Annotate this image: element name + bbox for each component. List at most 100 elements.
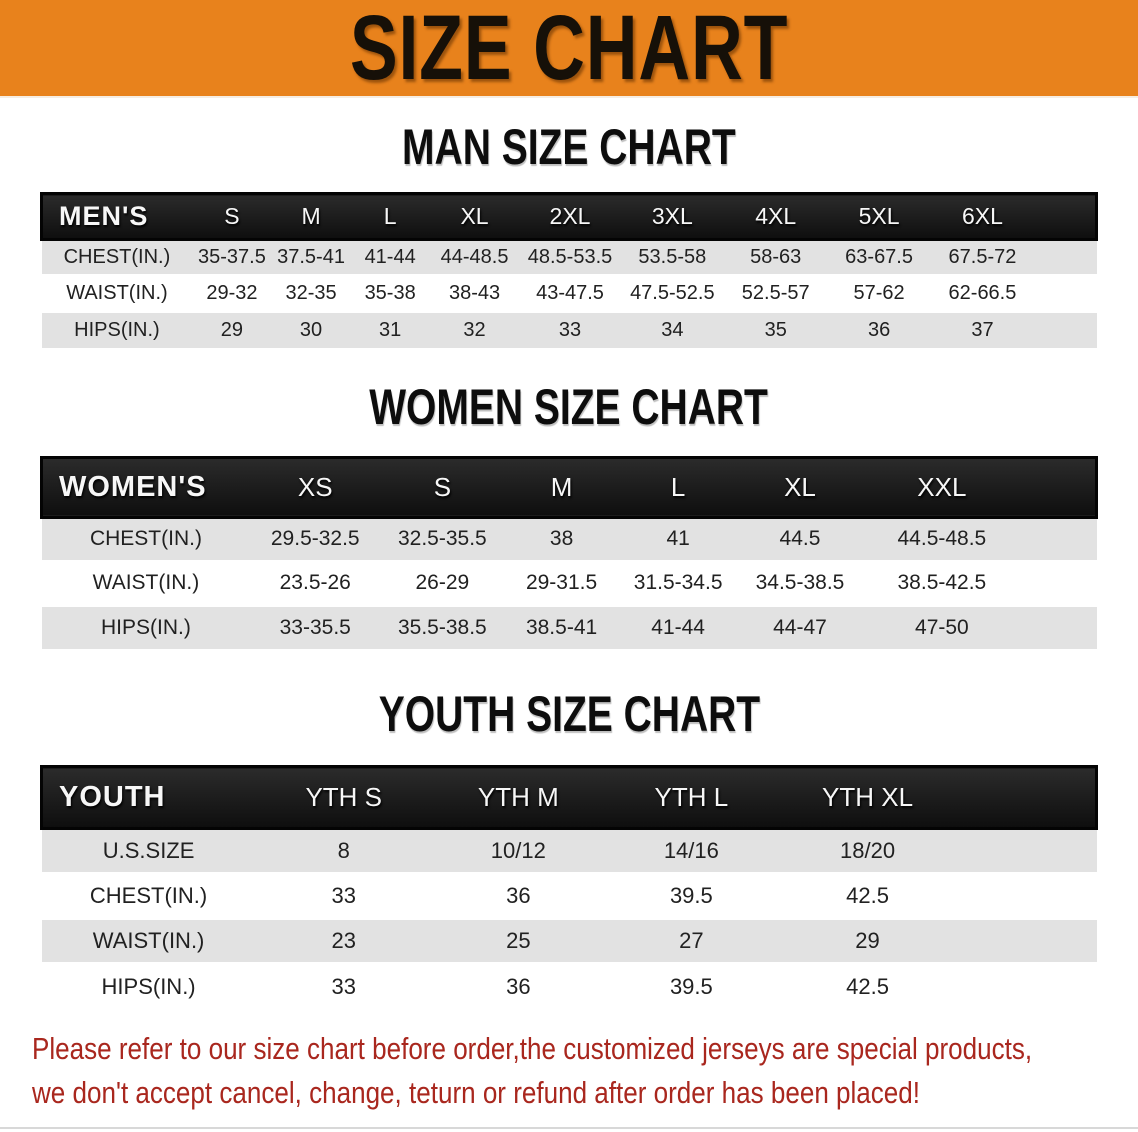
size-value-cell: 38-43 xyxy=(429,274,520,312)
youth-size-chart-section: YOUTH SIZE CHART YOUTH YTH S YTH M YTH L YTH … xyxy=(0,649,1138,1009)
column-header-s: S xyxy=(192,192,272,241)
table-corner-label: WOMEN'S xyxy=(40,455,251,519)
size-value-cell: 36 xyxy=(827,310,931,348)
column-header-yth-m: YTH M xyxy=(431,765,605,830)
size-value-cell: 34.5-38.5 xyxy=(737,559,863,605)
column-header-m: M xyxy=(504,455,619,519)
disclaimer-line-1: Please refer to our size chart before or… xyxy=(32,1030,1033,1066)
table-row: CHEST(IN.) 35-37.5 37.5-41 41-44 44-48.5 48.5… xyxy=(41,238,1097,276)
size-value-cell: 35-37.5 xyxy=(192,238,272,276)
size-value-cell: 33-35.5 xyxy=(250,603,381,649)
size-value-cell: 39.5 xyxy=(604,872,778,919)
size-value-cell: 58-63 xyxy=(724,238,828,276)
size-value-cell: 47.5-52.5 xyxy=(620,274,725,312)
table-row: WAIST(IN.) 23 25 27 29 xyxy=(41,917,1097,964)
column-header-3xl: 3XL xyxy=(620,192,725,241)
size-value-cell: 62-66.5 xyxy=(930,274,1035,312)
size-value-cell: 33 xyxy=(255,872,432,919)
row-label: WAIST(IN.) xyxy=(41,274,193,312)
column-header-xl: XL xyxy=(737,455,863,519)
column-header-yth-xl: YTH XL xyxy=(777,765,958,830)
table-row: WAIST(IN.) 29-32 32-35 35-38 38-43 43-47.5 47.… xyxy=(41,274,1097,312)
size-value-cell: 43-47.5 xyxy=(519,274,621,312)
size-value-cell: 25 xyxy=(431,917,605,964)
column-header-yth-s: YTH S xyxy=(255,765,432,830)
size-value-cell: 44-48.5 xyxy=(429,238,520,276)
size-value-cell: 29.5-32.5 xyxy=(250,515,381,561)
size-value-cell: 23.5-26 xyxy=(250,559,381,605)
men-size-chart-section: MAN SIZE CHART MEN'S S M L XL 2XL 3XL 4XL 5XL 6XL C… xyxy=(0,98,1138,348)
size-value-cell: 36 xyxy=(431,872,605,919)
women-section-title: WOMEN SIZE CHART xyxy=(0,348,1138,456)
size-value-cell: 35.5-38.5 xyxy=(380,603,505,649)
table-corner-label: YOUTH xyxy=(39,765,256,830)
row-label: WAIST(IN.) xyxy=(41,559,251,605)
size-value-cell: 35-38 xyxy=(350,274,430,312)
size-chart-banner: SIZE CHART xyxy=(0,0,1138,98)
size-value-cell: 42.5 xyxy=(777,872,958,919)
size-value-cell: 31.5-34.5 xyxy=(618,559,738,605)
size-chart-sections: MAN SIZE CHART MEN'S S M L XL 2XL 3XL 4XL 5XL 6XL C… xyxy=(0,98,1138,1009)
size-value-cell: 38.5-41 xyxy=(504,603,619,649)
bottom-edge-line xyxy=(0,1127,1138,1129)
size-value-cell: 33 xyxy=(255,962,432,1009)
size-value-cell: 38.5-42.5 xyxy=(862,559,1022,605)
size-value-cell: 42.5 xyxy=(777,962,958,1009)
youth-section-title: YOUTH SIZE CHART xyxy=(0,649,1138,765)
size-value-cell: 29-32 xyxy=(192,274,272,312)
size-value-cell: 39.5 xyxy=(604,962,778,1009)
size-value-cell: 44.5 xyxy=(737,515,863,561)
row-spacer xyxy=(1034,274,1097,312)
youth-size-table: YOUTH YTH S YTH M YTH L YTH XL U.S.SIZE 8 10/12… xyxy=(39,765,1099,1009)
women-size-table: WOMEN'S XS S M L XL XXL CHEST(IN.) 29.5-32.5 32.5… xyxy=(40,455,1098,649)
size-value-cell: 31 xyxy=(350,310,430,348)
row-label: HIPS(IN.) xyxy=(41,603,251,649)
section-title-text: MAN SIZE CHART xyxy=(402,119,736,175)
size-value-cell: 67.5-72 xyxy=(930,238,1035,276)
section-title-text: YOUTH SIZE CHART xyxy=(378,686,760,742)
size-value-cell: 37.5-41 xyxy=(271,238,351,276)
size-value-cell: 34 xyxy=(620,310,725,348)
size-value-cell: 27 xyxy=(604,917,778,964)
row-label: CHEST(IN.) xyxy=(41,515,251,561)
row-spacer xyxy=(1021,515,1097,561)
size-value-cell: 29 xyxy=(192,310,272,348)
size-value-cell: 18/20 xyxy=(777,827,958,874)
men-section-title: MAN SIZE CHART xyxy=(0,98,1138,192)
header-spacer xyxy=(1034,192,1099,241)
table-header-row: YOUTH YTH S YTH M YTH L YTH XL xyxy=(39,765,1099,830)
disclaimer-note: Please refer to our size chart before or… xyxy=(0,1009,1138,1115)
size-value-cell: 10/12 xyxy=(431,827,605,874)
size-value-cell: 52.5-57 xyxy=(724,274,828,312)
column-header-l: L xyxy=(350,192,430,241)
column-header-4xl: 4XL xyxy=(724,192,828,241)
column-header-s: S xyxy=(380,455,505,519)
row-spacer xyxy=(1021,559,1097,605)
table-row: HIPS(IN.) 33-35.5 35.5-38.5 38.5-41 41-44 44-… xyxy=(41,603,1097,649)
column-header-yth-l: YTH L xyxy=(604,765,778,830)
column-header-l: L xyxy=(618,455,738,519)
column-header-5xl: 5XL xyxy=(827,192,931,241)
women-size-chart-section: WOMEN SIZE CHART WOMEN'S XS S M L XL XXL CHEST(I… xyxy=(0,348,1138,649)
size-value-cell: 30 xyxy=(271,310,351,348)
size-value-cell: 41 xyxy=(618,515,738,561)
column-header-m: M xyxy=(271,192,351,241)
header-spacer xyxy=(1021,455,1098,519)
size-value-cell: 63-67.5 xyxy=(827,238,931,276)
table-header-row: MEN'S S M L XL 2XL 3XL 4XL 5XL 6XL xyxy=(40,192,1099,241)
row-spacer xyxy=(957,872,1097,919)
size-value-cell: 57-62 xyxy=(827,274,931,312)
row-label: HIPS(IN.) xyxy=(41,310,193,348)
size-value-cell: 8 xyxy=(255,827,432,874)
size-value-cell: 32 xyxy=(429,310,520,348)
size-value-cell: 44-47 xyxy=(737,603,863,649)
row-label: CHEST(IN.) xyxy=(41,872,256,919)
table-row: U.S.SIZE 8 10/12 14/16 18/20 xyxy=(41,827,1097,874)
table-header-row: WOMEN'S XS S M L XL XXL xyxy=(40,455,1098,519)
section-title-text: WOMEN SIZE CHART xyxy=(369,378,769,435)
table-row: CHEST(IN.) 29.5-32.5 32.5-35.5 38 41 44.5 44.5… xyxy=(41,515,1097,561)
banner-title: SIZE CHART xyxy=(349,0,789,99)
row-spacer xyxy=(1034,310,1097,348)
size-value-cell: 37 xyxy=(930,310,1035,348)
row-spacer xyxy=(957,827,1097,874)
